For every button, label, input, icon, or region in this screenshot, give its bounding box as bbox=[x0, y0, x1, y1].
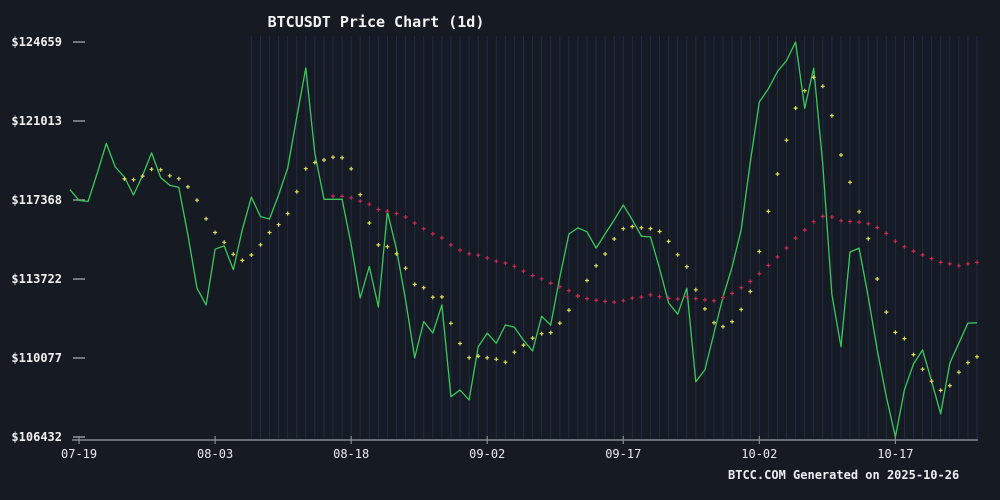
x-axis-label: 07-19 bbox=[61, 447, 97, 461]
ma-long-markers bbox=[331, 194, 979, 305]
y-axis-label: $113722 bbox=[11, 272, 62, 286]
x-axis-label: 08-18 bbox=[333, 447, 369, 461]
x-axis-label: 09-17 bbox=[605, 447, 641, 461]
x-axis-label: 09-02 bbox=[469, 447, 505, 461]
chart-title: BTCUSDT Price Chart (1d) bbox=[267, 13, 485, 31]
x-axis-label: 08-03 bbox=[197, 447, 233, 461]
price-line bbox=[69, 41, 978, 438]
watermark-text: BTCC.COM Generated on 2025-10-26 bbox=[728, 468, 960, 482]
y-axis-label: $117368 bbox=[11, 193, 62, 207]
x-axis-label: 10-17 bbox=[877, 447, 913, 461]
y-axis-label: $124659 bbox=[11, 35, 62, 49]
x-axis-label: 10-02 bbox=[741, 447, 777, 461]
y-axis-label: $110077 bbox=[11, 351, 62, 365]
y-axis-label: $121013 bbox=[11, 114, 62, 128]
y-axis-label: $106432 bbox=[11, 430, 62, 444]
ma-short-markers bbox=[122, 75, 979, 393]
